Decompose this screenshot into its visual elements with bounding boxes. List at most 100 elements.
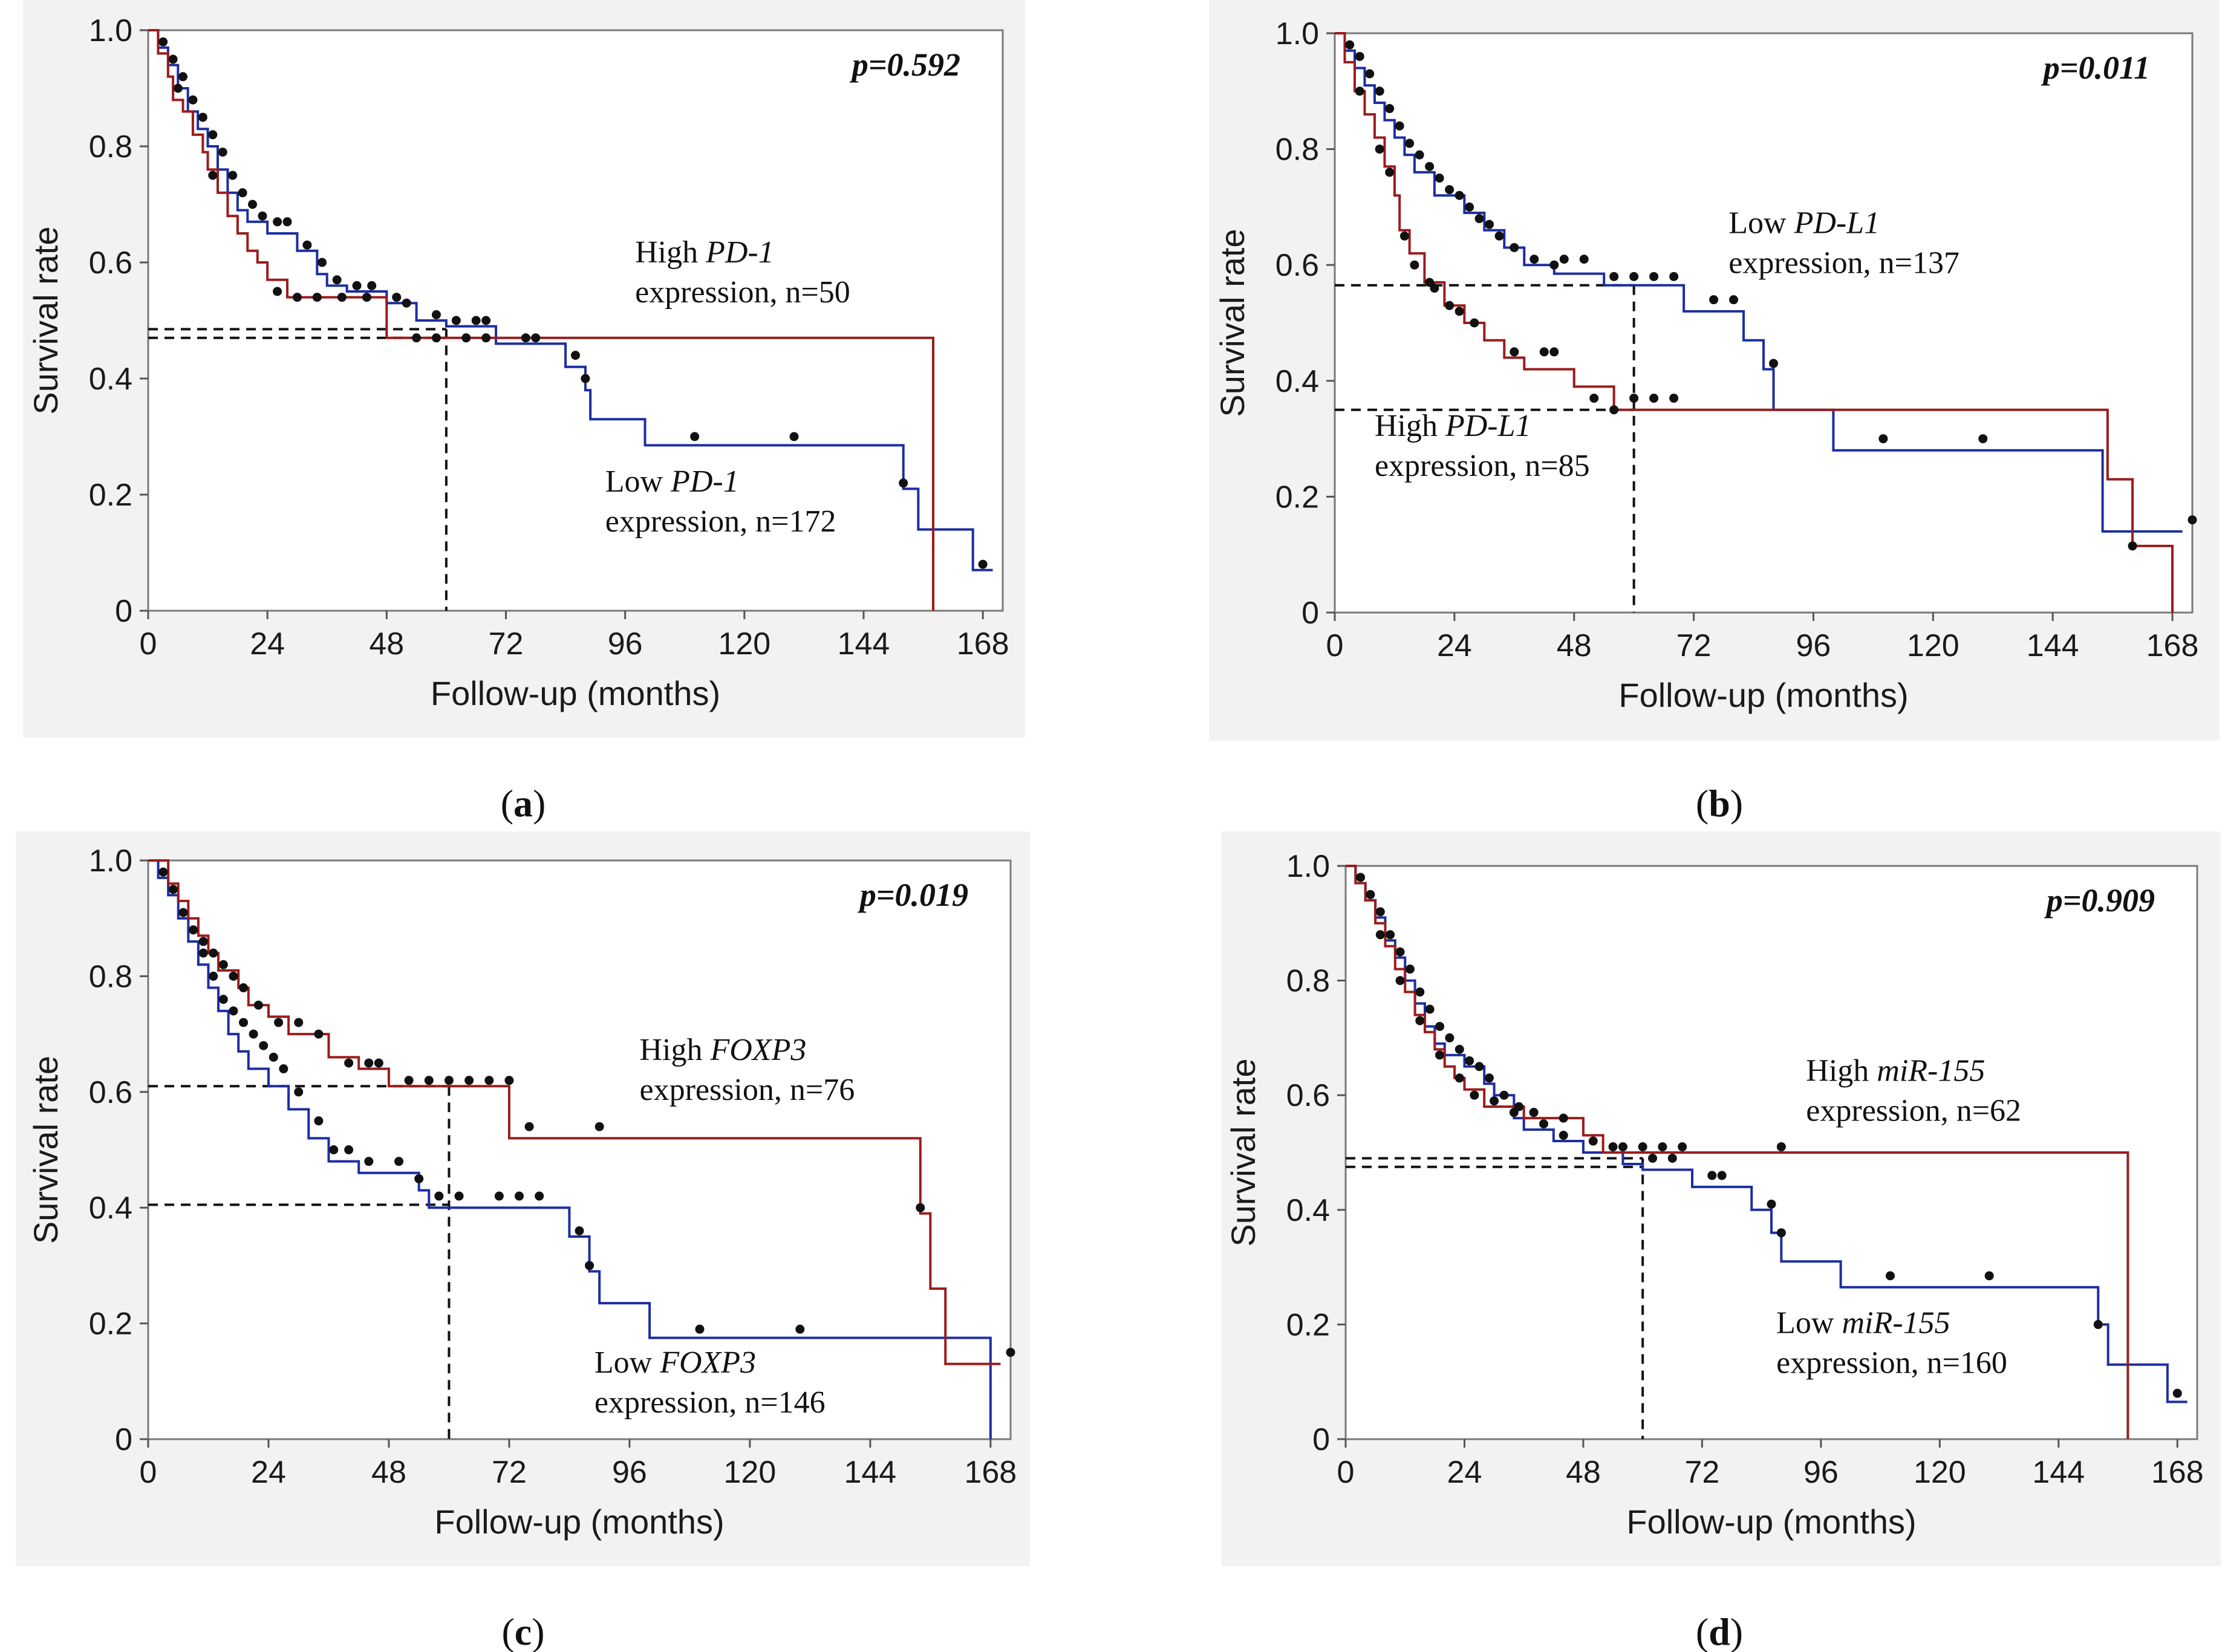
low-censored-mark bbox=[158, 867, 168, 877]
high-group-label: High PD-L1 bbox=[1375, 409, 1531, 443]
group-prefix: Low bbox=[1728, 206, 1794, 241]
panel-b: 0 24 48 72 96 120 144 168 0 0.2 0.4 0.6 0.8 1.0 Follow… bbox=[1210, 0, 2220, 825]
high-group-count: expression, n=62 bbox=[1806, 1094, 2021, 1128]
low-censored-mark bbox=[1405, 964, 1415, 974]
y-tick-label: 0.2 bbox=[1275, 480, 1319, 515]
low-censored-mark bbox=[208, 130, 218, 140]
high-censored-mark bbox=[1559, 1113, 1568, 1123]
low-censored-mark bbox=[531, 333, 541, 343]
low-censored-mark bbox=[1776, 1228, 1786, 1238]
high-censored-mark bbox=[1490, 1096, 1499, 1106]
low-censored-mark bbox=[282, 217, 292, 227]
x-tick-label: 48 bbox=[371, 1455, 406, 1490]
y-tick-label: 0.2 bbox=[89, 1307, 132, 1342]
low-censored-mark bbox=[1529, 255, 1539, 264]
low-censored-mark bbox=[494, 1191, 504, 1201]
low-censored-mark bbox=[1539, 1119, 1548, 1129]
low-censored-mark bbox=[535, 1191, 544, 1201]
low-censored-mark bbox=[431, 310, 441, 319]
high-group-count: expression, n=85 bbox=[1375, 449, 1590, 483]
low-censored-mark bbox=[1375, 907, 1385, 917]
panel-d: 0 24 48 72 96 120 144 168 0 0.2 0.4 0.6 0.8 1.0 Follow… bbox=[1222, 831, 2221, 1652]
x-tick-label: 0 bbox=[1326, 628, 1344, 663]
low-censored-mark bbox=[1484, 1073, 1494, 1083]
low-censored-mark bbox=[367, 281, 377, 290]
y-tick-label: 0.4 bbox=[89, 1191, 132, 1226]
x-tick-label: 72 bbox=[1676, 628, 1712, 663]
high-censored-mark bbox=[1399, 231, 1409, 241]
group-prefix: High bbox=[1375, 409, 1445, 443]
high-censored-mark bbox=[1415, 1016, 1425, 1026]
high-censored-mark bbox=[229, 971, 238, 981]
low-censored-mark bbox=[1717, 1171, 1727, 1180]
high-censored-mark bbox=[464, 1076, 474, 1085]
low-censored-mark bbox=[249, 1029, 258, 1039]
p-value: p=0.592 bbox=[850, 47, 960, 83]
high-censored-mark bbox=[253, 1000, 263, 1010]
x-axis-label: Follow-up (months) bbox=[434, 1503, 724, 1541]
high-group-label: High PD-1 bbox=[635, 235, 774, 270]
low-censored-mark bbox=[690, 432, 700, 441]
x-tick-label: 120 bbox=[1914, 1455, 1966, 1490]
low-censored-mark bbox=[1549, 260, 1559, 270]
p-value: p=0.909 bbox=[2044, 882, 2155, 919]
x-tick-label: 72 bbox=[1684, 1455, 1719, 1490]
low-censored-mark bbox=[1529, 1108, 1539, 1117]
panel-a: 0 24 48 72 96 120 144 168 0 0.2 0.4 0.6 0.8 1.0 Follow… bbox=[23, 0, 1025, 825]
x-tick-label: 24 bbox=[251, 1455, 286, 1490]
high-censored-mark bbox=[314, 1029, 324, 1039]
high-censored-mark bbox=[1395, 976, 1405, 986]
low-censored-mark bbox=[695, 1324, 705, 1334]
low-group-label: Low FOXP3 bbox=[595, 1345, 756, 1380]
high-censored-mark bbox=[294, 1018, 304, 1027]
y-tick-label: 0.2 bbox=[89, 478, 132, 513]
panel-label-part: ) bbox=[1730, 1610, 1743, 1652]
x-tick-label: 96 bbox=[608, 626, 643, 662]
low-censored-mark bbox=[1455, 1044, 1464, 1054]
y-tick-label: 0 bbox=[115, 594, 132, 629]
y-tick-label: 1.0 bbox=[89, 844, 132, 879]
low-censored-mark bbox=[259, 1041, 269, 1050]
low-censored-mark bbox=[1445, 185, 1455, 195]
low-censored-mark bbox=[2093, 1319, 2103, 1329]
y-tick-label: 1.0 bbox=[1275, 16, 1319, 51]
low-censored-mark bbox=[314, 1116, 324, 1126]
y-tick-label: 0.4 bbox=[1275, 364, 1319, 399]
low-censored-mark bbox=[364, 1157, 374, 1166]
y-tick-label: 0.4 bbox=[89, 362, 132, 397]
low-group-label: Low PD-L1 bbox=[1728, 206, 1880, 241]
high-censored-mark bbox=[1445, 301, 1455, 310]
low-censored-mark bbox=[1365, 69, 1375, 79]
low-censored-mark bbox=[344, 1145, 354, 1154]
y-tick-label: 0.8 bbox=[89, 129, 132, 164]
low-censored-mark bbox=[402, 298, 411, 308]
low-group-count: expression, n=160 bbox=[1776, 1346, 2007, 1380]
high-censored-mark bbox=[344, 1058, 354, 1068]
high-censored-mark bbox=[431, 333, 441, 343]
high-group-label: High FOXP3 bbox=[639, 1033, 806, 1067]
y-tick-label: 0 bbox=[115, 1422, 132, 1457]
low-censored-mark bbox=[1474, 1062, 1484, 1072]
low-censored-mark bbox=[1707, 1171, 1717, 1180]
y-tick-label: 0.6 bbox=[1286, 1078, 1330, 1113]
high-censored-mark bbox=[1385, 167, 1395, 177]
low-censored-mark bbox=[1649, 272, 1659, 281]
low-censored-mark bbox=[1395, 121, 1404, 131]
low-censored-mark bbox=[1415, 987, 1425, 997]
p-value: p=0.019 bbox=[858, 877, 968, 913]
low-censored-mark bbox=[258, 211, 267, 221]
x-tick-label: 144 bbox=[838, 626, 890, 662]
high-censored-mark bbox=[1470, 318, 1479, 328]
low-censored-mark bbox=[198, 948, 208, 958]
panel-label: (b) bbox=[1696, 782, 1743, 825]
low-censored-mark bbox=[1385, 104, 1395, 114]
panel-label-part: b bbox=[1709, 782, 1730, 825]
group-prefix: Low bbox=[595, 1345, 660, 1380]
low-censored-mark bbox=[318, 258, 327, 267]
low-censored-mark bbox=[1669, 272, 1679, 281]
group-prefix: Low bbox=[605, 464, 671, 499]
low-censored-mark bbox=[239, 1018, 249, 1027]
x-tick-label: 72 bbox=[489, 626, 524, 662]
panel-label-part: ) bbox=[1730, 782, 1743, 825]
low-censored-mark bbox=[218, 995, 228, 1004]
